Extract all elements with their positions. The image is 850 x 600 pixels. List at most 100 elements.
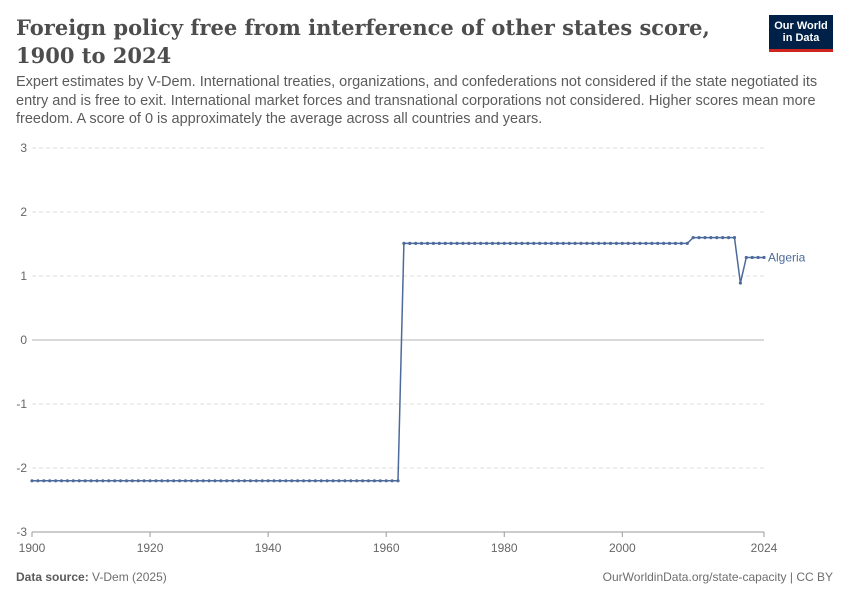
data-point [48,479,52,483]
data-point [555,241,559,245]
data-point [124,479,129,483]
y-tick-label: 1 [20,269,27,283]
data-point [71,479,75,483]
y-tick-label: 0 [20,333,27,347]
data-point [703,236,707,240]
data-point [738,281,742,285]
data-point [360,479,365,483]
data-point [532,241,536,245]
data-point [148,479,152,483]
data-point [77,479,81,483]
data-point [614,241,619,245]
data-point [390,479,394,483]
data-point [195,479,199,483]
data-point [638,241,642,245]
data-point [508,241,512,245]
chart-title: Foreign policy free from interference of… [16,15,710,68]
y-tick-label: -1 [16,397,27,411]
data-point [467,241,471,245]
y-tick-label: -3 [16,525,27,539]
data-point [449,241,453,245]
data-point [662,241,666,245]
data-point [750,255,754,260]
data-point [160,479,164,483]
data-point [632,241,636,245]
data-point [626,241,630,245]
data-point [248,479,253,483]
data-point [721,236,725,240]
data-point [95,479,99,483]
data-point [325,479,329,483]
data-point [608,241,613,245]
data-point [337,479,341,483]
data-point [496,241,500,245]
data-point [520,241,524,245]
data-point [113,479,117,483]
data-point [378,479,382,483]
data-point [101,479,105,483]
data-point [603,241,607,245]
data-point [756,255,760,260]
data-point [402,241,406,245]
data-point [726,236,731,240]
data-point [667,241,672,245]
data-point [172,479,176,483]
x-tick-label: 1960 [373,541,400,555]
data-point [567,241,571,245]
data-point [526,241,530,245]
data-point [36,479,40,483]
data-point [597,241,601,245]
source-label: Data source: [16,570,89,584]
data-point [437,241,441,245]
data-point [260,479,264,483]
data-point [278,479,282,483]
x-tick-label: 1980 [491,541,518,555]
data-point [461,241,465,245]
data-point [207,479,211,483]
data-point [709,236,713,240]
data-point [201,479,205,483]
data-point [42,479,46,483]
data-point [296,479,300,483]
data-point [65,479,70,483]
data-point [490,241,495,245]
data-point [154,479,158,483]
data-point [673,241,678,245]
data-point [685,241,689,245]
data-point [213,479,217,483]
data-point [762,255,766,260]
data-point [254,479,258,483]
x-tick-label: 1940 [255,541,282,555]
data-point [290,479,294,483]
data-point [142,479,146,483]
owid-logo[interactable]: Our World in Data [769,15,833,52]
data-point [219,479,223,483]
data-point [396,479,400,483]
logo-line-1: Our World [774,20,828,32]
data-point [502,241,506,245]
data-point [136,479,140,483]
data-point [549,241,554,245]
source-value[interactable]: V-Dem (2025) [92,570,167,584]
footer-url[interactable]: OurWorldinData.org/state-capacity | CC B… [602,570,833,584]
data-point [349,479,353,483]
data-point [166,479,170,483]
data-point [313,479,317,483]
y-tick-label: -2 [16,461,27,475]
data-point [30,479,34,483]
data-point [691,236,695,240]
data-point [473,241,477,245]
data-point [319,479,323,483]
data-point [284,479,288,483]
data-point [107,479,111,483]
data-point [425,241,430,245]
data-point [408,241,412,245]
data-point [585,241,589,245]
data-point [431,241,436,245]
data-point [183,479,188,483]
data-point [343,479,347,483]
data-point [573,241,577,245]
x-tick-label: 2024 [751,541,778,555]
data-point [679,241,683,245]
